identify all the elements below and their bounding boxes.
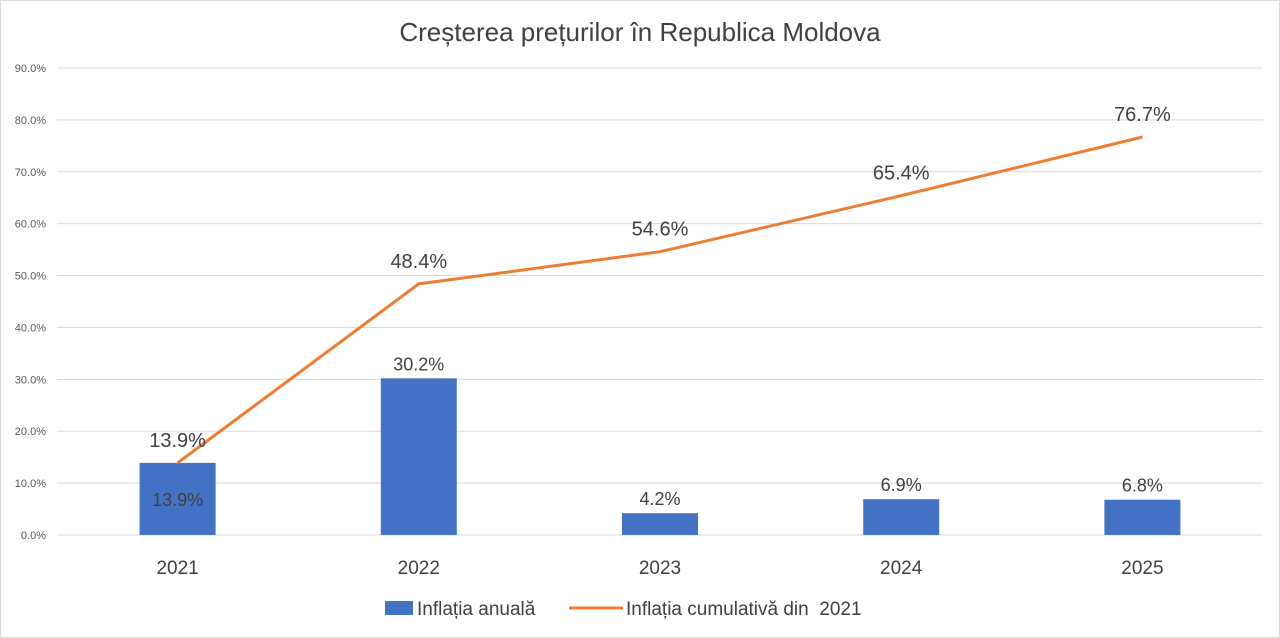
- line-data-label: 54.6%: [632, 219, 689, 241]
- line-data-label: 65.4%: [873, 163, 930, 185]
- line-path: [176, 135, 1143, 465]
- x-tick-label: 2024: [880, 558, 923, 579]
- y-tick-label: 0.0%: [21, 530, 46, 542]
- legend-label-annual: Inflația anuală: [417, 599, 536, 620]
- bar-data-label: 13.9%: [152, 490, 203, 510]
- y-axis-ticks: 0.0% 10.0% 20.0% 30.0% 40.0% 50.0% 60.0% 70.0% 8…: [15, 63, 46, 542]
- line-series: 13.9% 48.4% 54.6% 65.4% 76.7%: [149, 104, 1171, 465]
- bar: [139, 462, 216, 535]
- y-tick-label: 10.0%: [15, 478, 46, 490]
- y-tick-label: 60.0%: [15, 219, 46, 231]
- y-tick-label: 70.0%: [15, 167, 46, 179]
- y-tick-label: 30.0%: [15, 374, 46, 386]
- gridlines: [57, 67, 1263, 536]
- y-tick-label: 40.0%: [15, 322, 46, 334]
- x-axis-ticks: 2021 2022 2023 2024 2025: [156, 558, 1163, 579]
- line-data-label: 76.7%: [1114, 104, 1171, 126]
- legend-label-cumulative: Inflația cumulativă din 2021: [626, 599, 862, 620]
- bar: [1104, 499, 1181, 535]
- y-tick-label: 90.0%: [15, 63, 46, 75]
- x-tick-label: 2023: [639, 558, 681, 579]
- bar-series: 13.9% 30.2% 4.2% 6.9% 6.8%: [139, 354, 1181, 535]
- bar-data-label: 4.2%: [639, 489, 680, 509]
- line-data-label: 13.9%: [149, 430, 206, 452]
- x-tick-label: 2021: [156, 558, 198, 579]
- y-tick-label: 80.0%: [15, 115, 46, 127]
- bar-data-label: 6.8%: [1122, 476, 1163, 496]
- bar-data-label: 6.9%: [881, 475, 922, 495]
- y-tick-label: 20.0%: [15, 426, 46, 438]
- legend: Inflația anuală Inflația cumulativă din …: [385, 599, 862, 620]
- x-tick-label: 2025: [1121, 558, 1163, 579]
- legend-swatch-annual: [385, 601, 413, 615]
- bar: [622, 513, 698, 535]
- bar-data-label: 30.2%: [393, 354, 444, 374]
- y-tick-label: 50.0%: [15, 271, 46, 283]
- chart-title: Creșterea prețurilor în Republica Moldov…: [399, 17, 881, 47]
- line-data-label: 48.4%: [390, 251, 447, 273]
- bar: [863, 499, 940, 535]
- x-tick-label: 2022: [398, 558, 440, 579]
- bar: [380, 378, 457, 535]
